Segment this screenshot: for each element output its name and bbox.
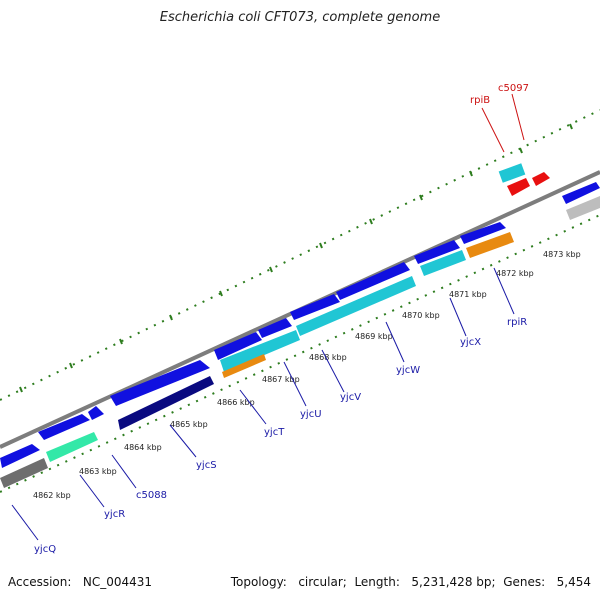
gene-label[interactable]: c5088 bbox=[136, 490, 167, 501]
gene-reverse bbox=[0, 458, 48, 488]
kbp-label: 4869 kbp bbox=[355, 332, 393, 341]
gene-forward bbox=[414, 240, 460, 264]
gene-forward bbox=[214, 332, 262, 360]
kbp-label: 4864 kbp bbox=[124, 443, 162, 452]
gene-label[interactable]: yjcR bbox=[104, 509, 125, 520]
length-value: 5,231,428 bp bbox=[411, 575, 492, 589]
gene-forward bbox=[0, 444, 40, 468]
gene-rpib bbox=[498, 163, 526, 183]
gene-reverse bbox=[222, 354, 266, 378]
gene-c5097-a bbox=[507, 178, 530, 196]
map-title: Escherichia coli CFT073, complete genome bbox=[159, 10, 441, 25]
gene-label[interactable]: yjcU bbox=[300, 409, 322, 420]
major-ticks bbox=[19, 123, 573, 393]
accession-info: Accession: NC_004431 bbox=[8, 575, 152, 589]
gene-label[interactable]: yjcV bbox=[340, 392, 361, 403]
kbp-label: 4872 kbp bbox=[496, 269, 534, 278]
gene-label[interactable]: yjcT bbox=[264, 427, 285, 438]
inner-tick-ring bbox=[0, 214, 600, 493]
gene-label[interactable]: yjcX bbox=[460, 337, 481, 348]
kbp-label: 4865 kbp bbox=[170, 420, 208, 429]
kbp-label: 4862 kbp bbox=[33, 491, 71, 500]
kbp-label: 4868 kbp bbox=[309, 353, 347, 362]
gene-label[interactable]: yjcW bbox=[396, 365, 420, 376]
gene-forward bbox=[562, 182, 600, 204]
gene-reverse bbox=[296, 276, 416, 336]
gene-reverse bbox=[566, 196, 600, 220]
kbp-label: 4870 kbp bbox=[402, 311, 440, 320]
gene-label[interactable]: c5097 bbox=[498, 83, 529, 94]
gene-forward bbox=[110, 360, 210, 406]
gene-c5097-b bbox=[532, 172, 550, 186]
length-label: Length: bbox=[354, 575, 400, 589]
genes-value: 5,454 bbox=[556, 575, 591, 589]
gene-label[interactable]: rpiB bbox=[470, 95, 490, 106]
kbp-label: 4873 kbp bbox=[543, 250, 581, 259]
label-leaders bbox=[11, 93, 525, 541]
accession-value: NC_004431 bbox=[82, 575, 153, 589]
genes-label: Genes: bbox=[503, 575, 546, 589]
topology-value: circular bbox=[298, 575, 343, 589]
kbp-labels: 4862 kbp 4863 kbp 4864 kbp 4865 kbp 4866… bbox=[33, 250, 581, 500]
topology-label: Topology: bbox=[230, 575, 287, 589]
genome-stats: Topology: circular; Length: 5,231,428 bp… bbox=[230, 575, 591, 589]
gene-forward bbox=[38, 414, 90, 440]
kbp-label: 4863 kbp bbox=[79, 467, 117, 476]
gene-label[interactable]: yjcS bbox=[196, 460, 217, 471]
kbp-label: 4866 kbp bbox=[217, 398, 255, 407]
kbp-label: 4871 kbp bbox=[449, 290, 487, 299]
gene-reverse bbox=[220, 330, 300, 372]
gene-label[interactable]: yjcQ bbox=[34, 544, 56, 555]
gene-forward bbox=[336, 262, 410, 300]
reverse-genes[interactable] bbox=[0, 196, 600, 488]
outer-tick-ring bbox=[0, 109, 600, 401]
gene-reverse bbox=[466, 232, 514, 258]
highlighted-genes[interactable] bbox=[498, 163, 550, 196]
gene-labels: yjcQ yjcR c5088 yjcS yjcT yjcU yjcV yjcW… bbox=[34, 83, 529, 555]
gene-reverse bbox=[420, 250, 466, 276]
kbp-label: 4867 kbp bbox=[262, 375, 300, 384]
gene-forward bbox=[258, 318, 292, 338]
accession-label: Accession: bbox=[8, 575, 72, 589]
gene-forward bbox=[290, 294, 340, 320]
forward-genes[interactable] bbox=[0, 182, 600, 468]
gene-reverse bbox=[46, 432, 98, 462]
gene-reverse bbox=[118, 376, 214, 430]
gene-forward bbox=[88, 406, 104, 420]
gene-label[interactable]: rpiR bbox=[507, 317, 527, 328]
gene-forward bbox=[460, 222, 506, 244]
